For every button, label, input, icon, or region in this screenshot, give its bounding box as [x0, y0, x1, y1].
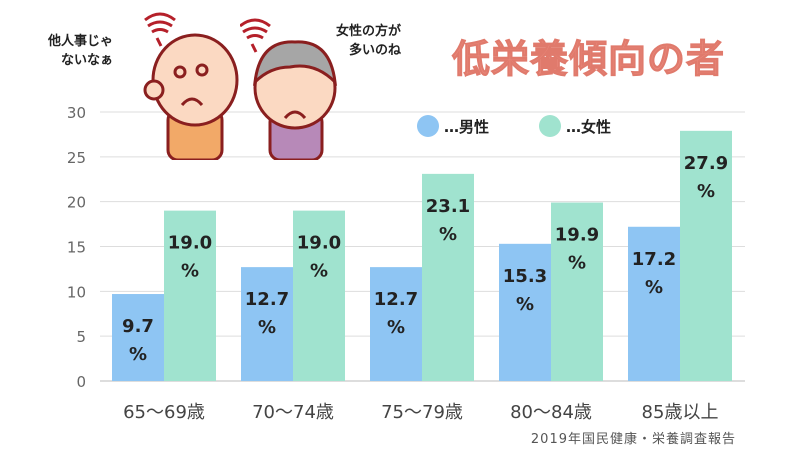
y-tick-label: 30 — [67, 104, 86, 122]
data-label-unit: % — [181, 261, 199, 282]
data-label-unit: % — [516, 294, 534, 315]
y-tick-label: 5 — [76, 328, 86, 346]
data-label-unit: % — [310, 261, 328, 282]
chart-title: 低栄養傾向の者 — [451, 37, 726, 82]
woman-speech-bubble: 女性の方が 多いのね — [336, 22, 401, 60]
x-tick-label: 80～84歳 — [510, 402, 592, 423]
x-tick-label: 75～79歳 — [381, 402, 463, 423]
y-tick-label: 25 — [67, 149, 86, 167]
data-label-unit: % — [645, 277, 663, 298]
speech-line: 多いのね — [349, 43, 402, 58]
data-label: 19.0 — [168, 233, 212, 254]
data-label-unit: % — [568, 253, 586, 274]
data-label: 23.1 — [426, 196, 470, 217]
elderly-woman-illustration — [240, 18, 338, 160]
confused-swirl-icon — [240, 18, 271, 53]
bar-female — [680, 130, 732, 381]
legend-swatch — [539, 115, 561, 137]
legend-label: …男性 — [444, 118, 489, 136]
speech-line: 女性の方が — [336, 24, 402, 39]
speech-line: ないなぁ — [61, 53, 114, 68]
data-label: 27.9 — [684, 153, 728, 174]
y-tick-label: 15 — [67, 239, 86, 257]
bar-female — [551, 202, 603, 381]
data-label: 9.7 — [122, 316, 154, 337]
bar-female — [293, 210, 345, 381]
data-label: 15.3 — [503, 266, 547, 287]
legend-swatch — [417, 115, 439, 137]
bar-male — [628, 226, 680, 381]
data-label-unit: % — [258, 317, 276, 338]
confused-swirl-icon — [144, 12, 176, 47]
bar-male — [241, 267, 293, 381]
bar-female — [422, 173, 474, 381]
bar-male — [370, 267, 422, 381]
bar-male — [499, 243, 551, 381]
bar-male — [112, 294, 164, 381]
elderly-man-illustration — [143, 12, 239, 160]
speech-line: 他人事じゃ — [48, 34, 114, 49]
man-speech-bubble: 他人事じゃ ないなぁ — [48, 32, 113, 70]
y-tick-label: 0 — [76, 373, 86, 391]
y-tick-label: 10 — [67, 283, 86, 301]
x-tick-label: 65～69歳 — [123, 402, 205, 423]
data-label: 19.0 — [297, 233, 341, 254]
data-label-unit: % — [439, 224, 457, 245]
source-note: 2019年国民健康・栄養調査報告 — [530, 432, 736, 447]
data-label: 19.9 — [555, 225, 599, 246]
data-label-unit: % — [697, 181, 715, 202]
x-tick-label: 70～74歳 — [252, 402, 334, 423]
x-tick-label: 85歳以上 — [642, 402, 719, 423]
bar-female — [164, 210, 216, 381]
data-label: 17.2 — [632, 249, 676, 270]
data-label: 12.7 — [374, 289, 418, 310]
legend-label: …女性 — [566, 118, 611, 136]
data-label-unit: % — [387, 317, 405, 338]
data-label: 12.7 — [245, 289, 289, 310]
data-label-unit: % — [129, 344, 147, 365]
y-tick-label: 20 — [67, 194, 86, 212]
